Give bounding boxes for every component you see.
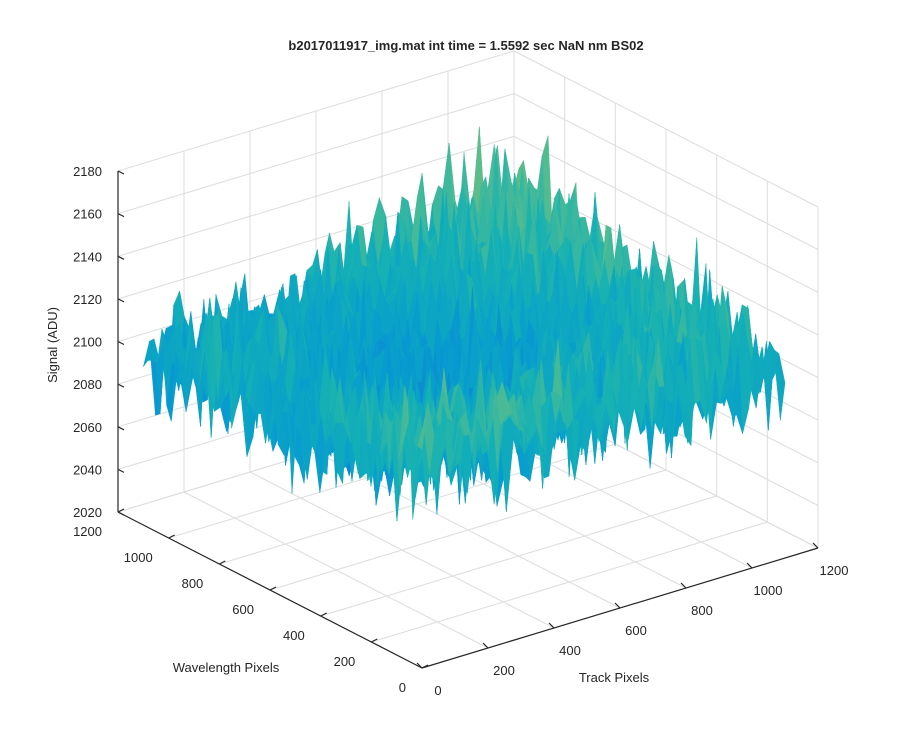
y-tick-label: 200 <box>334 654 356 669</box>
z-tick-mark <box>117 468 125 473</box>
z-tick-mark <box>117 298 125 303</box>
z-tick-mark <box>117 255 125 260</box>
y-tick-mark <box>421 664 429 669</box>
y-tick-label: 600 <box>232 602 254 617</box>
x-tick-mark <box>746 562 753 569</box>
surface-patch <box>417 402 429 450</box>
z-tick-mark <box>117 340 125 346</box>
grid-line <box>513 50 819 208</box>
grid-line <box>513 135 819 293</box>
grid-line <box>513 93 819 251</box>
z-tick-label: 2160 <box>73 207 102 222</box>
x-tick-mark <box>614 602 621 609</box>
y-tick-label: 800 <box>182 576 204 591</box>
y-axis-label: Wavelength Pixels <box>173 660 280 675</box>
z-tick-label: 2060 <box>73 420 102 435</box>
x-tick-label: 0 <box>434 683 441 698</box>
x-tick-label: 800 <box>691 603 713 618</box>
x-tick-mark <box>416 662 423 669</box>
axis-lines <box>117 170 819 669</box>
tick-labels: 0 200 400 600 800 1000 1200 0 200 400 600 800 1000 12… <box>73 164 848 698</box>
y-tick-mark <box>168 534 175 539</box>
z-tick-label: 2140 <box>73 249 102 264</box>
x-tick-mark <box>482 642 489 649</box>
x-axis-label: Track Pixels <box>579 670 650 685</box>
x-tick-mark <box>548 622 555 629</box>
x-tick-label: 1000 <box>754 583 783 598</box>
z-tick-mark <box>117 213 125 218</box>
x-tick-mark <box>812 542 819 549</box>
y-tick-label: 0 <box>399 680 406 695</box>
grid-line <box>117 50 515 172</box>
z-tick-mark <box>117 426 125 431</box>
x-tick-label: 600 <box>625 623 647 638</box>
y-tick-label: 1000 <box>124 550 153 565</box>
z-tick-mark <box>117 383 125 388</box>
y-tick-mark <box>219 560 226 565</box>
z-tick-label: 2080 <box>73 377 102 392</box>
z-tick-mark <box>117 511 125 516</box>
y-tick-mark <box>117 508 125 513</box>
grid-line <box>269 469 667 591</box>
z-tick-mark <box>117 170 125 175</box>
y-tick-label: 400 <box>283 628 305 643</box>
z-axis-label: Signal (ADU) <box>45 307 60 383</box>
y-tick-mark <box>320 612 327 617</box>
z-tick-label: 2100 <box>73 335 102 350</box>
z-tick-label: 2040 <box>73 462 102 477</box>
z-tick-label: 2120 <box>73 292 102 307</box>
z-tick-label: 2020 <box>73 505 102 520</box>
surface-plot <box>143 126 786 522</box>
x-tick-label: 200 <box>493 663 515 678</box>
grid-line <box>117 93 515 215</box>
chart-title: b2017011917_img.mat int time = 1.5592 se… <box>288 38 643 53</box>
grid-line <box>371 521 768 643</box>
x-tick-label: 400 <box>559 643 581 658</box>
grid-line <box>320 495 717 617</box>
x-tick-label: 1200 <box>820 563 849 578</box>
x-tick-mark <box>680 582 687 589</box>
y-tick-mark <box>269 586 277 591</box>
z-tick-label: 2180 <box>73 164 102 179</box>
y-tick-label: 1200 <box>73 524 102 539</box>
y-tick-mark <box>371 638 378 643</box>
